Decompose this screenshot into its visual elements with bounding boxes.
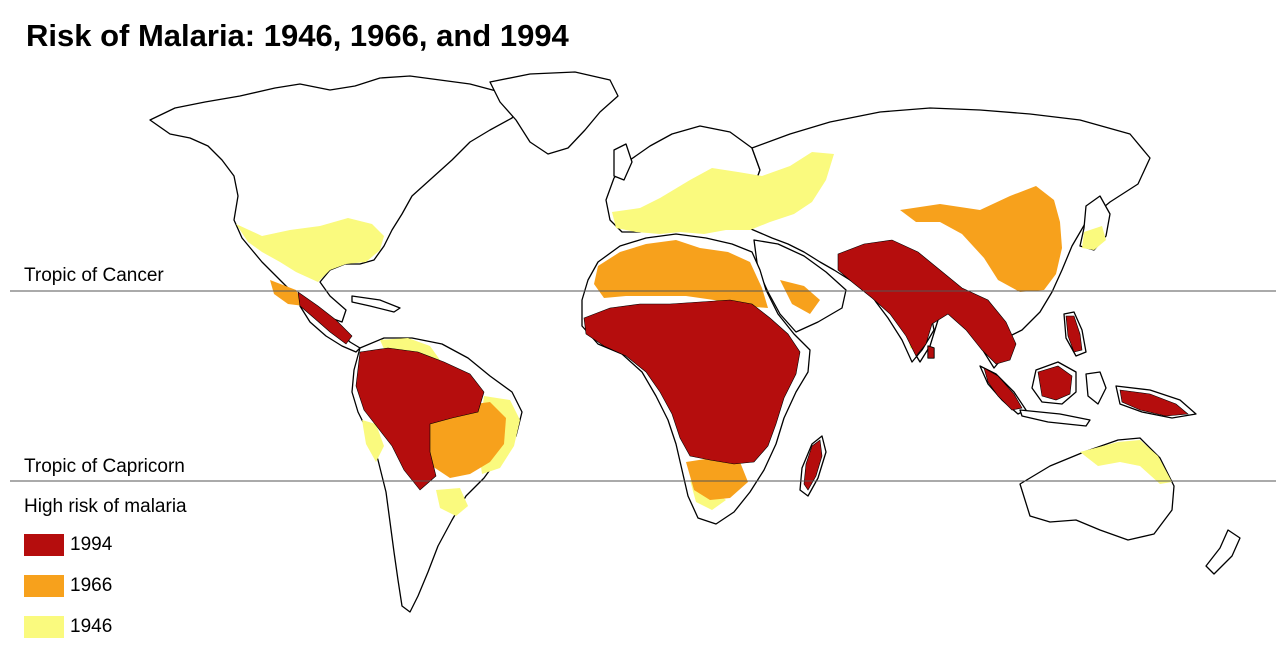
zone-1946-north-america [236,218,384,282]
zone-1966-middle-east [780,280,820,314]
zone-1946-south-america-south [436,488,468,516]
legend-item-1966: 1966 [24,565,187,606]
legend-title: High risk of malaria [24,496,187,517]
legend-label-1946: 1946 [70,615,113,637]
zone-1994-new-guinea [1119,389,1189,417]
legend: High risk of malaria 1994 1966 1946 [24,496,187,647]
zone-1966-brazil [426,402,506,478]
zone-1994-central-america [297,291,353,345]
zone-1994-philippines [1065,315,1083,353]
british-isles [613,143,633,181]
sulawesi [1085,371,1107,405]
legend-swatch-1966 [24,574,64,597]
zone-1966-mexico [270,280,304,306]
zone-1946-japan [1082,226,1106,250]
tropic-of-capricorn-label: Tropic of Capricorn [24,456,185,477]
zone-1966-china [900,186,1062,292]
malaria-zone-1994 [297,239,1189,491]
zone-1994-borneo [1037,365,1073,401]
zone-1946-andes [362,420,384,462]
cuba [351,295,401,313]
zone-1994-madagascar [803,439,823,491]
map-title: Risk of Malaria: 1946, 1966, and 1994 [26,18,569,53]
zone-1966-southern-africa [686,458,748,500]
legend-item-1994: 1994 [24,524,187,565]
greenland [489,71,619,155]
legend-swatch-1994 [24,533,64,556]
java [1019,409,1091,427]
zone-1994-south-asia [837,239,1017,365]
north-america [149,75,521,323]
zone-1946-europe [612,152,834,234]
zone-1946-australia [1080,440,1172,484]
zone-1994-amazon [355,347,485,491]
new-zealand [1205,529,1241,575]
zone-1994-africa [583,299,801,465]
legend-label-1966: 1966 [70,574,113,596]
tropic-of-cancer-label: Tropic of Cancer [24,265,164,286]
zone-1994-sri-lanka [927,345,935,359]
zone-1994-sumatra [983,367,1023,411]
legend-item-1946: 1946 [24,606,187,647]
legend-label-1994: 1994 [70,533,113,555]
legend-swatch-1946 [24,615,64,638]
